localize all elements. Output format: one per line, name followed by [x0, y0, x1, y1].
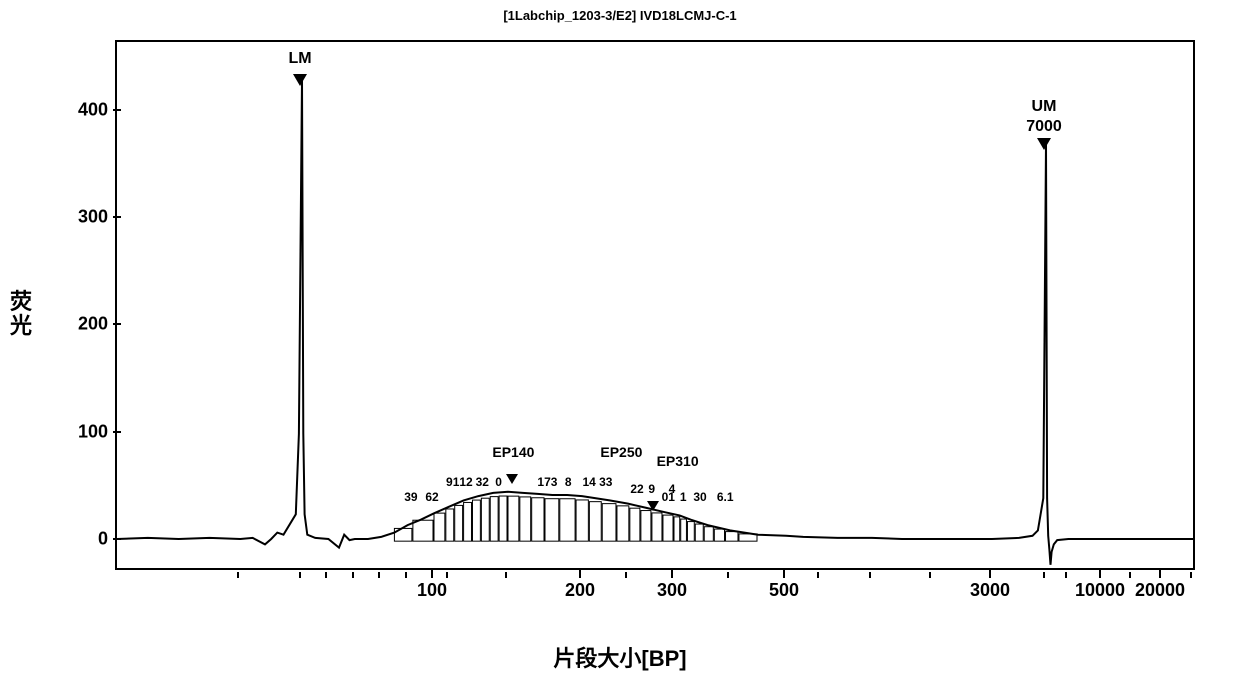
- x-tick-mark: [431, 570, 433, 578]
- x-tick-label: 10000: [1075, 580, 1125, 601]
- small-peak-label: 22: [630, 482, 643, 496]
- small-peak-label: 62: [425, 490, 438, 504]
- y-tick-label: 100: [48, 421, 108, 442]
- x-tick-mark: [671, 570, 673, 578]
- x-tick-minor: [727, 572, 729, 578]
- small-peak-label: 01: [662, 490, 675, 504]
- y-tick-label: 200: [48, 314, 108, 335]
- ep-label: EP140: [492, 444, 534, 460]
- small-peak-label: 14: [583, 475, 596, 489]
- x-tick-minor: [378, 572, 380, 578]
- small-peak-label: 173: [537, 475, 557, 489]
- small-peak-label: 9: [648, 482, 655, 496]
- x-tick-minor: [299, 572, 301, 578]
- small-peak-label: 1: [680, 490, 687, 504]
- x-tick-minor: [1129, 572, 1131, 578]
- y-tick-label: 400: [48, 99, 108, 120]
- marker-label: UM: [1032, 98, 1057, 116]
- y-tick-mark: [113, 431, 121, 433]
- small-peak-label: 39: [404, 490, 417, 504]
- small-peak-label: 91: [446, 475, 459, 489]
- x-tick-mark: [1099, 570, 1101, 578]
- ep-triangle-icon: [506, 474, 518, 484]
- y-tick-mark: [113, 323, 121, 325]
- x-tick-minor: [405, 572, 407, 578]
- small-peak-label: 12: [459, 475, 472, 489]
- x-tick-minor: [1043, 572, 1045, 578]
- y-tick-mark: [113, 216, 121, 218]
- x-tick-label: 500: [769, 580, 799, 601]
- marker-label: LM: [288, 50, 311, 68]
- x-tick-minor: [817, 572, 819, 578]
- ep-triangle-icon: [647, 501, 659, 511]
- x-tick-minor: [352, 572, 354, 578]
- x-tick-minor: [1190, 572, 1192, 578]
- x-tick-minor: [325, 572, 327, 578]
- x-tick-mark: [989, 570, 991, 578]
- small-peak-label: 30: [693, 490, 706, 504]
- x-tick-minor: [1065, 572, 1067, 578]
- x-axis-label: 片段大小[BP]: [0, 641, 1240, 673]
- x-tick-label: 200: [565, 580, 595, 601]
- x-tick-minor: [446, 572, 448, 578]
- x-tick-minor: [929, 572, 931, 578]
- y-tick-label: 0: [48, 529, 108, 550]
- x-tick-mark: [783, 570, 785, 578]
- ep-label: EP250: [600, 444, 642, 460]
- x-tick-minor: [869, 572, 871, 578]
- chart-container: [1Labchip_1203-3/E2] IVD18LCMJ-C-1 荧 光 0…: [0, 0, 1240, 688]
- y-axis-label: 荧 光: [10, 290, 32, 338]
- x-tick-label: 100: [417, 580, 447, 601]
- marker-sublabel: 7000: [1026, 118, 1062, 136]
- small-peak-label: 33: [599, 475, 612, 489]
- x-tick-minor: [237, 572, 239, 578]
- x-tick-minor: [625, 572, 627, 578]
- x-tick-label: 20000: [1135, 580, 1185, 601]
- x-tick-label: 3000: [970, 580, 1010, 601]
- ep-label: EP310: [657, 453, 699, 469]
- x-tick-mark: [579, 570, 581, 578]
- small-peak-label: 8: [565, 475, 572, 489]
- marker-triangle-icon: [293, 74, 307, 86]
- small-peak-label: 32: [476, 475, 489, 489]
- x-tick-minor: [505, 572, 507, 578]
- y-tick-mark: [113, 109, 121, 111]
- x-tick-mark: [1159, 570, 1161, 578]
- x-tick-label: 300: [657, 580, 687, 601]
- chart-title: [1Labchip_1203-3/E2] IVD18LCMJ-C-1: [0, 8, 1240, 23]
- y-tick-mark: [113, 538, 121, 540]
- small-peak-label: 6.1: [717, 490, 734, 504]
- y-tick-label: 300: [48, 207, 108, 228]
- small-peak-label: 0: [495, 475, 502, 489]
- marker-triangle-icon: [1037, 138, 1051, 150]
